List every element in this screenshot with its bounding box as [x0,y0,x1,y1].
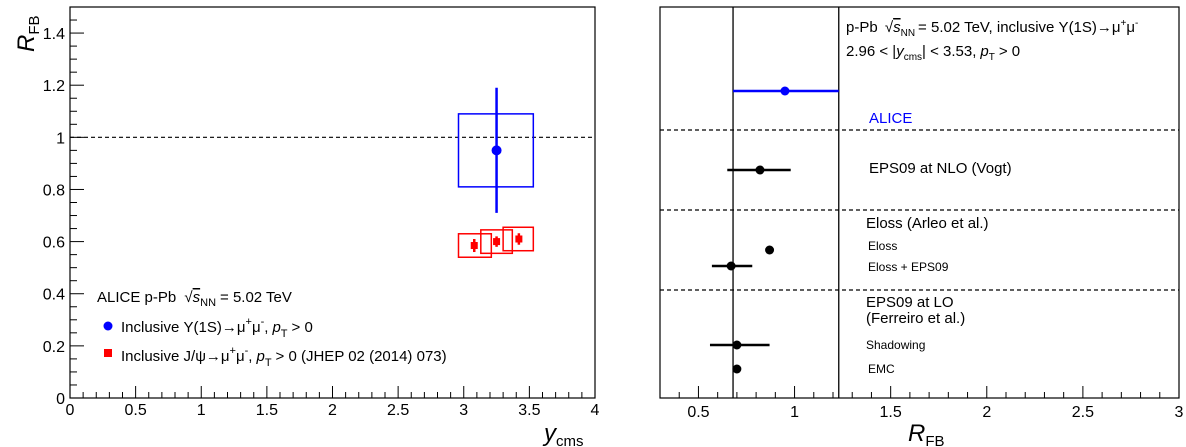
left-plot-frame [69,6,596,399]
x-tick-label: 0 [66,402,75,419]
point-label-emc: EMC [868,362,895,376]
left-legend: ALICE p-Pb √sNN = 5.02 TeV Inclusive Υ(1S… [97,289,447,369]
right-x-ticks: 0.5 1 1.5 2 2.5 3 [659,386,1184,421]
data-point [765,245,775,255]
data-point [780,86,790,96]
right-header-line2: 2.96 < |ycms| < 3.53, pT > 0 [846,43,1020,63]
x-tick-label: 2.5 [1072,404,1094,421]
x-tick-label: 3 [1175,404,1184,421]
right-x-axis-label: RFB [908,420,945,447]
right-alice-band [732,7,840,398]
left-panel: 0 0.5 1 1.5 2 2.5 3 3.5 4 0 0.2 0.4 0.6 0.8 1 1.2 1.4 y… [13,6,600,447]
data-point [470,242,478,250]
legend-header: ALICE p-Pb √sNN = 5.02 TeV [97,289,292,309]
group-label-alice: ALICE [869,110,912,127]
y-tick-label: 0 [56,391,65,408]
data-point [755,165,765,175]
x-tick-label: 4 [591,402,600,419]
y-tick-label: 0.2 [43,339,65,356]
right-panel: 0.5 1 1.5 2 2.5 3 RFB p-Pb √sNN = 5.02 TeV, in… [659,6,1184,447]
x-tick-label: 1 [197,402,206,419]
point-label-eloss: Eloss [868,239,897,253]
y-tick-label: 0.6 [43,235,65,252]
x-tick-label: 1.5 [256,402,278,419]
right-group-separators [660,129,1179,291]
y-tick-label: 1.4 [43,26,65,43]
right-plot-frame [659,6,1180,399]
left-y-axis-label: RFB [13,15,43,52]
legend-entry-jpsi: Inclusive J/ψ→μ+μ-, pT > 0 (JHEP 02 (2014)… [121,345,447,369]
y-tick-label: 0.8 [43,182,65,199]
legend-marker-jpsi [104,349,112,357]
x-tick-label: 0.5 [125,402,147,419]
left-series [457,87,535,258]
data-point [732,340,742,350]
legend-marker-upsilon [103,321,113,331]
right-points [709,86,839,374]
x-tick-label: 1 [790,404,799,421]
y-tick-label: 1 [56,130,65,147]
syst-box [480,229,514,255]
x-tick-label: 2.5 [387,402,409,419]
group-label-eloss: Eloss (Arleo et al.) [866,215,989,232]
left-y-ticks: 0 0.2 0.4 0.6 0.8 1 1.2 1.4 [43,6,84,408]
y-tick-label: 0.4 [43,287,65,304]
data-point [491,145,502,156]
x-tick-label: 1.5 [880,404,902,421]
syst-box [502,226,535,252]
right-header-line1: p-Pb √sNN = 5.02 TeV, inclusive Υ(1S)→μ+μ… [846,18,1138,39]
data-point [726,261,736,271]
syst-box [457,233,493,258]
data-point [732,364,742,374]
x-tick-label: 2 [982,404,991,421]
group-label-eps09-lo: EPS09 at LO [866,294,954,311]
x-tick-label: 3 [459,402,468,419]
left-x-ticks: 0 0.5 1 1.5 2 2.5 3 3.5 4 [66,386,600,419]
point-label-shadowing: Shadowing [866,338,925,352]
legend-entry-upsilon: Inclusive Υ(1S)→μ+μ-, pT > 0 [121,316,313,340]
data-point [515,235,523,243]
x-tick-label: 0.5 [687,404,709,421]
y-tick-label: 1.2 [43,78,65,95]
x-tick-label: 2 [328,402,337,419]
group-label-eps09-nlo: EPS09 at NLO (Vogt) [869,160,1012,177]
x-tick-label: 3.5 [518,402,540,419]
point-label-eloss-eps09: Eloss + EPS09 [868,260,949,274]
left-x-axis-label: ycms [542,420,584,447]
data-point [493,238,501,246]
group-label-eps09-lo-authors: (Ferreiro et al.) [866,310,965,327]
